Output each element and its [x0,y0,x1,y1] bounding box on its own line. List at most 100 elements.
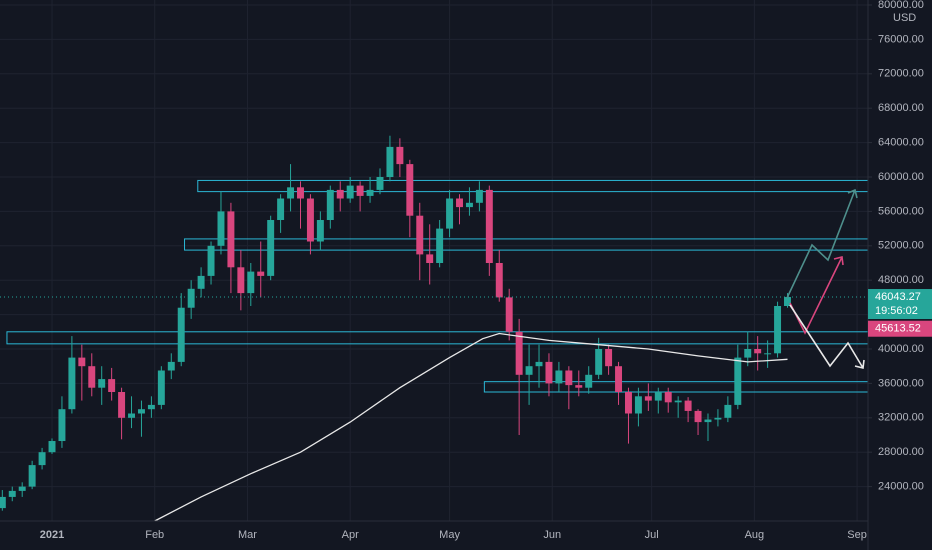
candle-body [356,185,364,196]
candle-body [326,189,334,220]
last-price-label: 46043.27 [875,291,921,303]
candle-body [177,307,185,362]
candle-body [0,496,6,509]
x-tick-label: Aug [745,529,765,541]
candle-body [316,220,324,242]
candle-body [535,361,543,367]
candle-body [654,392,662,401]
grid [0,0,868,521]
y-tick-label: 32000.00 [878,412,924,424]
candle-body [68,357,76,410]
candle-body [197,275,205,289]
candle-body [257,271,265,276]
candle-body [58,409,66,442]
candle-body [724,404,732,418]
candle-body [744,349,752,358]
candle-body [376,177,384,190]
candle-body [8,490,16,497]
candle-body [247,271,255,294]
candle-body [684,400,692,411]
arrow-head [847,188,858,199]
y-tick-label: 68000.00 [878,102,924,114]
candle-body [774,306,782,354]
arrow-head [854,359,865,369]
arrow-up-teal [786,189,856,299]
candle-body [644,396,652,401]
candle-body [267,220,275,276]
candle-body [664,392,672,403]
currency: USD [893,12,916,24]
y-tick-label: 36000.00 [878,377,924,389]
candle-body [784,297,791,306]
candle-body [128,413,136,418]
candle-body [595,349,603,375]
candle-body [505,297,513,332]
candle-body [525,366,533,375]
x-tick-label: Feb [145,529,164,541]
marked-price-box [868,320,932,337]
y-tick-label: 52000.00 [878,240,924,252]
candle-body [634,396,642,414]
y-tick-label: 56000.00 [878,205,924,217]
moving-average [154,332,788,522]
y-tick-label: 80000.00 [878,0,924,11]
x-tick-label: Mar [238,529,257,541]
candle-body [545,361,553,384]
x-tick-label: Jul [645,529,659,541]
candle-body [78,357,86,367]
y-tick-label: 60000.00 [878,171,924,183]
candle-body [456,198,463,208]
candle-body [396,146,404,165]
x-tick-label: 2021 [40,529,64,541]
candle-body [565,370,573,386]
y-tick-label: 40000.00 [878,343,924,355]
candle-body [386,146,394,177]
candle-body [585,374,593,388]
candle-body [48,441,56,453]
candle-body [28,465,36,487]
x-tick-label: Apr [342,529,359,541]
x-tick-label: Jun [543,529,561,541]
candle-body [674,400,682,403]
y-tick-label: 72000.00 [878,68,924,80]
candle-body [485,189,493,263]
candle-body [137,409,145,414]
candle-body [615,366,623,392]
candle-body [108,379,116,392]
y-tick-label: 64000.00 [878,137,924,149]
candle-body [515,331,523,375]
projection-arrows [786,188,865,369]
candle-body [336,189,344,199]
marked-price-label: 45613.52 [875,323,921,335]
x-tick-label: Sep [847,529,867,541]
candle-body [287,187,295,199]
candle-body [18,486,26,491]
axes: 24000.00 28000.00 32000.00 36000.00 40000.00… [40,0,932,541]
candle-body [605,349,613,367]
candle-body [277,198,285,220]
candle-body [157,370,165,405]
x-tick-label: May [439,529,460,541]
candle-body [147,404,155,410]
candle-body [465,202,473,208]
candle-body [207,245,215,276]
countdown: 19:56:02 [875,305,918,317]
arrow-head [833,256,844,266]
candle-body [495,263,503,298]
candle-body [764,353,772,355]
candle-body [118,392,126,418]
candle-body [187,288,195,308]
candle-body [704,419,712,423]
candle-body [88,366,96,388]
candle-body [624,392,632,414]
candle-body [575,385,583,388]
candle-body [555,370,563,384]
candle-body [446,198,454,229]
candle-body [475,189,483,203]
candle-body [167,361,175,371]
candle-body [237,267,245,294]
candle-body [694,410,702,423]
y-tick-label: 48000.00 [878,274,924,286]
